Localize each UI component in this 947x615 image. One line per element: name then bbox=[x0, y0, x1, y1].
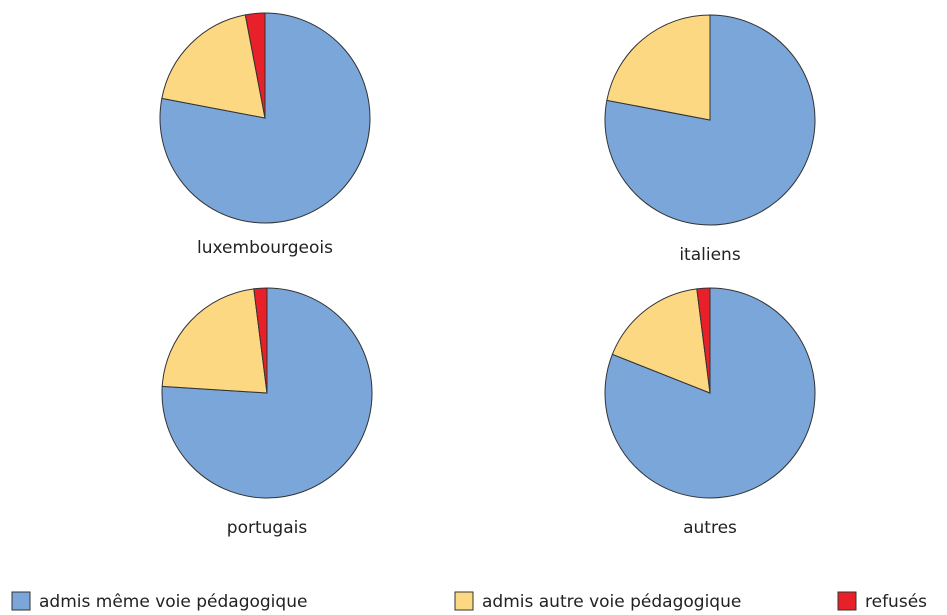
pie-title: luxembourgeois bbox=[197, 238, 333, 258]
legend-swatch bbox=[454, 591, 474, 611]
legend-label: refusés bbox=[865, 592, 927, 612]
pie-slice bbox=[161, 288, 268, 394]
pie-slice bbox=[696, 287, 711, 394]
pie-slice bbox=[611, 288, 711, 394]
legend-label: admis autre voie pédagogique bbox=[482, 592, 741, 612]
legend-swatch bbox=[837, 591, 857, 611]
pie-slice bbox=[606, 14, 711, 121]
pie-title: portugais bbox=[227, 518, 308, 538]
pie-slice bbox=[244, 12, 266, 119]
pie-slice bbox=[253, 287, 268, 394]
legend-label: admis même voie pédagogique bbox=[39, 592, 307, 612]
pie-title: autres bbox=[683, 518, 737, 538]
pie-slice bbox=[161, 287, 373, 499]
pie-slice bbox=[161, 14, 266, 119]
pie-title: italiens bbox=[679, 245, 740, 265]
legend-swatch bbox=[11, 591, 31, 611]
